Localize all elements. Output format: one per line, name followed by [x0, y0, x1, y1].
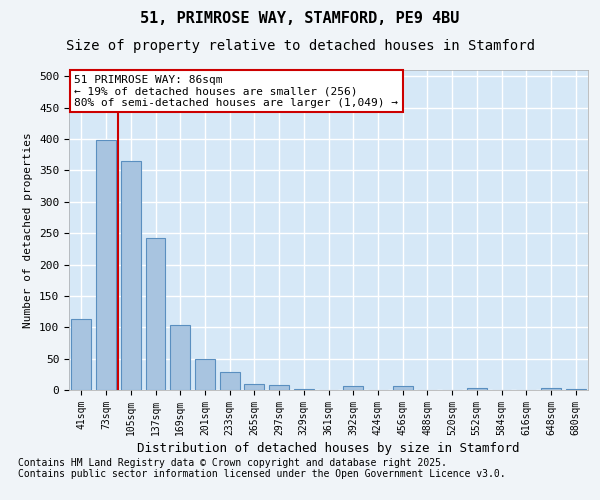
Bar [71, 319, 91, 390]
Bar [541, 388, 561, 390]
Y-axis label: Number of detached properties: Number of detached properties [23, 132, 34, 328]
X-axis label: Distribution of detached houses by size in Stamford: Distribution of detached houses by size … [137, 442, 520, 455]
Bar [467, 388, 487, 390]
Bar [269, 385, 289, 390]
Bar [146, 238, 166, 390]
Text: 51, PRIMROSE WAY, STAMFORD, PE9 4BU: 51, PRIMROSE WAY, STAMFORD, PE9 4BU [140, 11, 460, 26]
Bar [566, 388, 586, 390]
Bar [195, 360, 215, 390]
Bar [393, 386, 413, 390]
Text: Contains HM Land Registry data © Crown copyright and database right 2025.
Contai: Contains HM Land Registry data © Crown c… [18, 458, 506, 479]
Bar [294, 388, 314, 390]
Bar [220, 372, 239, 390]
Bar [96, 140, 116, 390]
Bar [244, 384, 264, 390]
Bar [121, 161, 140, 390]
Text: 51 PRIMROSE WAY: 86sqm
← 19% of detached houses are smaller (256)
80% of semi-de: 51 PRIMROSE WAY: 86sqm ← 19% of detached… [74, 75, 398, 108]
Bar [343, 386, 363, 390]
Text: Size of property relative to detached houses in Stamford: Size of property relative to detached ho… [65, 39, 535, 53]
Bar [170, 324, 190, 390]
